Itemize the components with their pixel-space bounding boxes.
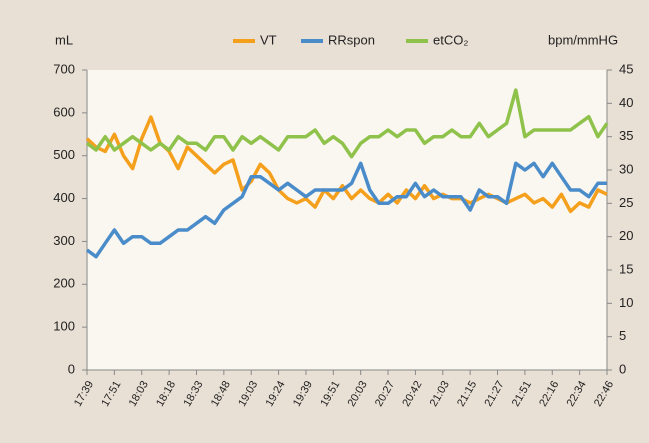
y2-tick-label: 35 [619,128,633,143]
y2-tick-label: 10 [619,295,633,310]
y2-tick-label: 0 [619,361,626,376]
legend-label: RRspon [328,32,375,47]
y2-tick-label: 15 [619,261,633,276]
y-tick-label: 100 [53,319,75,334]
y-tick-label: 0 [68,361,75,376]
y-tick-label: 500 [53,147,75,162]
y2-tick-label: 40 [619,95,633,110]
series-line [85,88,609,159]
series-line [85,115,608,214]
y-tick-label: 300 [53,233,75,248]
y-tick-label: 600 [53,104,75,119]
y-tick-label: 400 [53,190,75,205]
legend: VT RRspon etCO₂ [233,32,468,47]
y2-tick-label: 25 [619,195,633,210]
series-line [85,161,607,259]
y2-tick-label: 45 [619,61,633,76]
plot-area [87,70,607,370]
legend-label: VT [260,32,277,47]
legend-label: etCO₂ [433,32,468,47]
y2-axis-label: bpm/mmHG [548,32,618,47]
y-tick-label: 700 [53,61,75,76]
y2-tick-label: 30 [619,161,633,176]
y2-tick-label: 5 [619,328,626,343]
y-tick-label: 200 [53,276,75,291]
y-axis-label: mL [55,32,73,47]
y2-tick-label: 20 [619,228,633,243]
